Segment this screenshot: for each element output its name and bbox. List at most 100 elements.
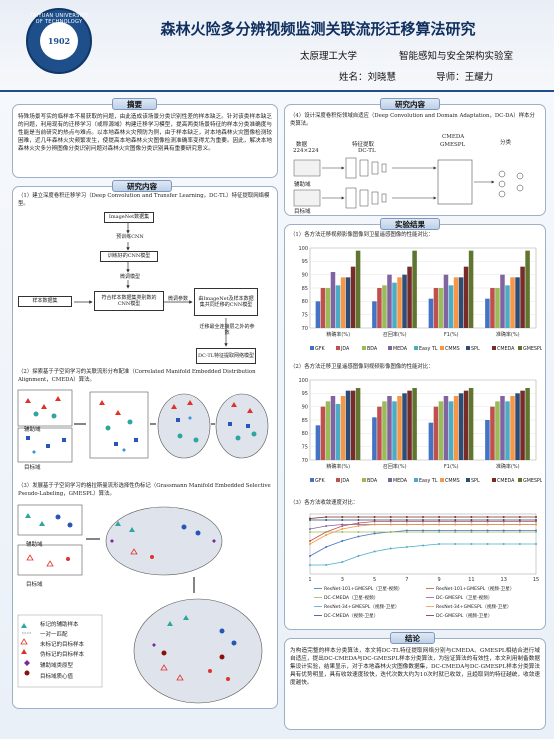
x-tick-label: 准确率(%) <box>496 463 520 470</box>
research-item-3: （3）发展基于子空间学习的格拉斯曼流形选择性伪标记（Grassmann Mani… <box>18 483 271 497</box>
legend-swatch <box>362 346 366 350</box>
gmespl-aux-label: 辅助域 <box>26 542 43 548</box>
data-point <box>325 531 328 533</box>
research-right-panel <box>284 104 546 216</box>
bar <box>458 393 464 460</box>
bar <box>402 274 407 328</box>
x-tick-label: 准确率(%) <box>496 331 520 338</box>
data-point <box>438 529 441 532</box>
bar <box>453 277 459 328</box>
legend-label: CMEDA <box>497 478 515 484</box>
abstract-title: 摘要 <box>112 98 157 110</box>
data-point <box>373 550 376 553</box>
legend-label: DC-GMESPL（视频-卫星） <box>436 612 492 619</box>
data-point <box>422 529 424 532</box>
legend-item-3: 未标记的目标样本 <box>40 642 85 648</box>
bar <box>372 301 377 328</box>
cmeda-target-label: 目标域 <box>24 465 41 471</box>
data-point <box>405 520 408 523</box>
data-point <box>535 529 537 532</box>
data-point <box>438 531 441 533</box>
legend-swatch <box>310 478 314 482</box>
legend-swatch <box>492 346 496 350</box>
data-point <box>405 546 408 548</box>
bar <box>525 388 530 460</box>
data-point <box>486 529 489 532</box>
university-logo: TAIYUAN UNIVERSITY OF TECHNOLOGY 1902 <box>26 8 92 74</box>
results-item-3: （3）各方法收敛速度对比： <box>290 500 359 506</box>
data-point <box>341 519 344 521</box>
legend-label: SPL <box>471 346 480 352</box>
data-point <box>357 531 360 533</box>
x-tick-label: 9 <box>438 577 441 583</box>
bar <box>438 401 444 460</box>
data-point <box>422 520 424 523</box>
legend-item-2: 一对一匹配 <box>40 632 68 638</box>
author-line: 姓名：刘晓慧 导师：王耀力 <box>339 69 493 83</box>
data-point <box>454 529 457 532</box>
student-name: 姓名：刘晓慧 <box>339 72 397 83</box>
cmeda-illustration <box>17 389 269 463</box>
legend-swatch <box>466 478 470 482</box>
research-item-4: （4）设计深度卷积衔领域自适应（Deep Convolution and Dom… <box>290 113 535 127</box>
data-point <box>470 531 473 533</box>
y-tick-label: 80 <box>302 431 308 437</box>
data-point <box>341 523 344 526</box>
legend-swatch <box>336 346 340 350</box>
transfer-label: 迁移最全连接层之外的参数 <box>199 324 255 336</box>
data-point <box>325 534 328 536</box>
bar <box>433 406 439 460</box>
legend-swatch <box>518 478 522 482</box>
gmespl-target-label: 目标域 <box>26 582 43 588</box>
data-point <box>422 523 424 526</box>
legend-swatch <box>310 346 314 350</box>
bar <box>520 266 525 328</box>
data-point <box>518 543 521 545</box>
y-tick-label: 85 <box>302 418 308 424</box>
bar <box>515 393 520 460</box>
bar <box>392 401 397 460</box>
bar <box>458 277 464 328</box>
bar <box>515 277 520 328</box>
x-tick-label: 精确率(%) <box>326 463 350 470</box>
data-point <box>535 519 537 521</box>
dcda-feature-label: 特征提取 <box>352 142 375 148</box>
data-point <box>405 519 408 521</box>
bar <box>485 420 490 460</box>
legend-item-1: 标记的辅助样本 <box>40 622 79 628</box>
dcda-dctl-label: DC-TL <box>358 148 376 154</box>
bar <box>443 396 449 460</box>
bar <box>438 288 444 328</box>
bar <box>448 401 454 460</box>
bar <box>428 298 434 328</box>
data-point <box>357 522 360 524</box>
data-point <box>309 519 311 521</box>
legend-label: DC-CMEDA（卫星-视频） <box>324 594 378 601</box>
bar <box>325 288 331 328</box>
research-right-title: 研究内容 <box>380 98 440 110</box>
legend-label: Easy TL <box>419 478 438 484</box>
x-tick-label: 3 <box>341 577 344 583</box>
bar <box>402 393 407 460</box>
bar <box>407 266 412 328</box>
y-tick-label: 70 <box>302 326 308 332</box>
bar <box>500 396 505 460</box>
data-point <box>486 523 489 526</box>
data-point <box>438 519 441 521</box>
legend-label: JDA <box>340 478 350 484</box>
y-tick-label: 85 <box>302 286 308 292</box>
data-point <box>309 540 311 542</box>
finetune-label: 微调模型 <box>119 274 140 280</box>
y-tick-label: 70 <box>302 458 308 464</box>
bar <box>505 285 510 328</box>
legend-label: MEDA <box>393 478 408 484</box>
conclusion-panel <box>284 638 546 730</box>
legend-label: DC-CMEDA（视频-卫星） <box>324 612 378 619</box>
bar <box>407 390 412 460</box>
data-point <box>325 546 328 548</box>
bar <box>453 396 459 460</box>
advisor-name: 导师：王耀力 <box>436 72 494 83</box>
data-point <box>535 516 537 518</box>
dcda-data-label: 数据 <box>296 142 308 148</box>
